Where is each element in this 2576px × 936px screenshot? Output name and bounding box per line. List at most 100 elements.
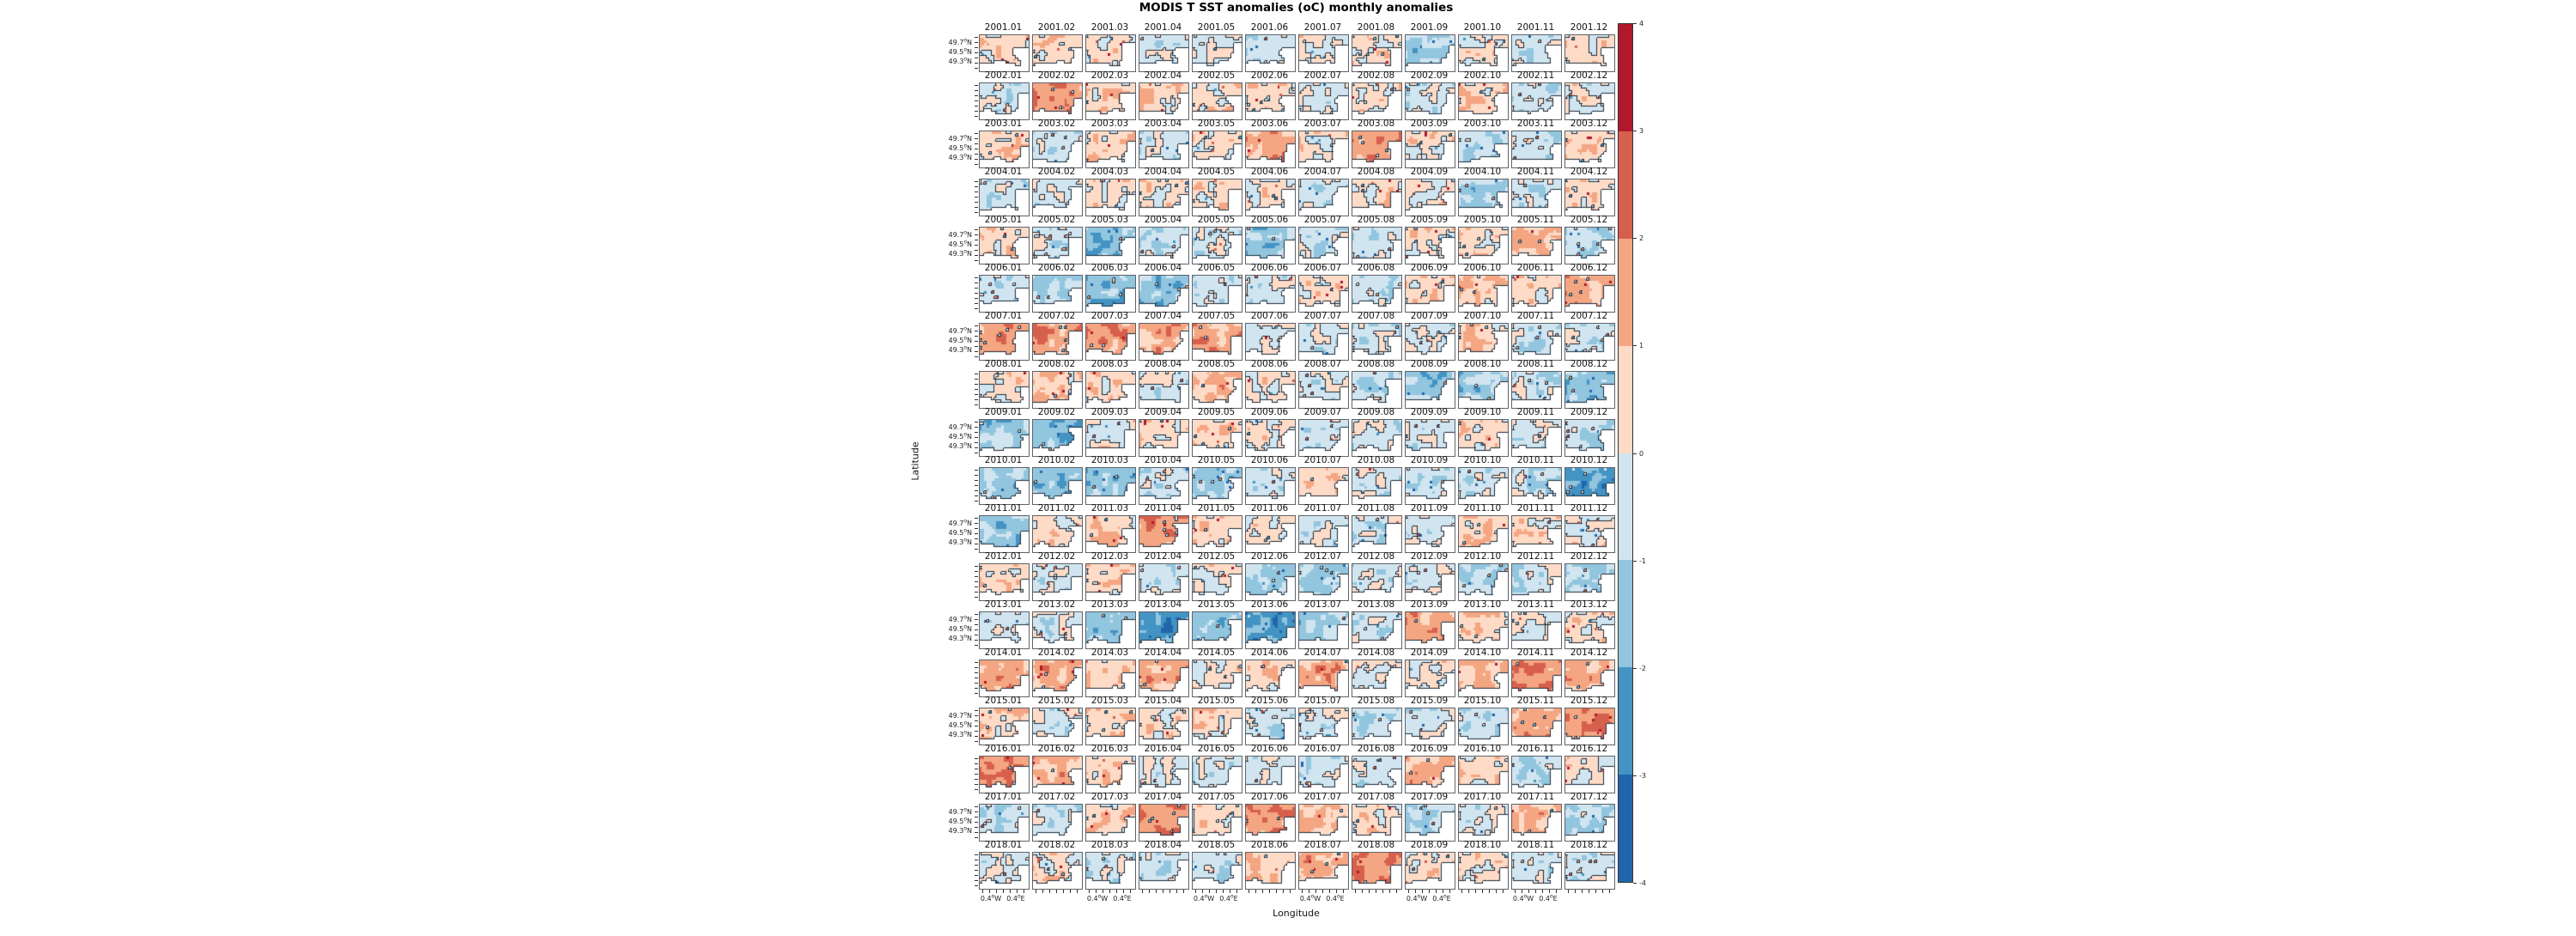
x-tick-mark (1436, 890, 1437, 893)
sst-anomaly-map (980, 228, 1029, 264)
sst-anomaly-map (1246, 324, 1295, 360)
y-tick-mark (975, 672, 978, 673)
map-panel (1032, 82, 1083, 120)
panel-title: 2004.04 (1144, 167, 1182, 177)
map-panel (1032, 852, 1083, 890)
panel-title: 2001.09 (1410, 22, 1449, 33)
map-panel (1085, 323, 1136, 361)
sst-anomaly-map (1033, 757, 1082, 793)
sst-anomaly-map (1246, 131, 1295, 167)
map-panel (979, 131, 1030, 168)
sst-anomaly-map (1565, 35, 1614, 71)
panel-title: 2014.10 (1463, 647, 1502, 658)
panel-title: 2015.05 (1197, 696, 1236, 706)
sst-anomaly-map (1352, 35, 1401, 71)
map-panel (1405, 371, 1455, 409)
map-panel (1352, 179, 1402, 216)
map-panel (1192, 467, 1242, 505)
sst-anomaly-map (1352, 853, 1401, 889)
panel-title: 2009.01 (984, 407, 1023, 417)
x-tick-mark (1489, 890, 1490, 893)
x-tick-label: 0.4oW (1512, 893, 1534, 903)
y-tick-mark (975, 662, 978, 663)
map-panel (1405, 659, 1455, 697)
map-panel (1405, 852, 1455, 890)
sst-anomaly-map (1299, 468, 1348, 504)
map-panel (1352, 852, 1402, 890)
y-tick-mark (975, 154, 978, 155)
panel-title: 2009.12 (1570, 407, 1608, 417)
sst-anomaly-map (1086, 612, 1135, 648)
panel-title: 2006.04 (1144, 263, 1182, 273)
panel-title: 2008.09 (1410, 359, 1449, 369)
sst-anomaly-map (1352, 468, 1401, 504)
panel-title: 2014.12 (1570, 647, 1608, 658)
y-tick-mark (975, 116, 978, 117)
panel-title: 2001.06 (1250, 22, 1289, 33)
panel-title: 2007.08 (1357, 311, 1395, 321)
panel-title: 2016.12 (1570, 744, 1608, 754)
sst-anomaly-map (1086, 805, 1135, 841)
x-tick-mark (1528, 890, 1529, 893)
panel-title: 2009.10 (1463, 407, 1502, 417)
map-panel (1245, 756, 1296, 793)
map-panel (1139, 34, 1189, 72)
map-panel (1298, 852, 1349, 890)
panel-title: 2002.06 (1250, 70, 1289, 81)
y-tick-mark (975, 207, 978, 208)
y-tick-label: 49.5oN (948, 720, 972, 729)
map-panel (1564, 515, 1615, 553)
map-panel (1139, 659, 1189, 697)
y-tick-mark (975, 260, 978, 261)
panel-title: 2006.11 (1516, 263, 1555, 273)
map-panel (1192, 131, 1242, 168)
map-panel (1298, 227, 1349, 264)
sst-anomaly-map (1246, 372, 1295, 408)
panel-title: 2004.09 (1410, 167, 1449, 177)
sst-anomaly-map (1299, 516, 1348, 552)
panel-title: 2008.12 (1570, 359, 1608, 369)
sst-anomaly-map (1406, 228, 1455, 264)
panel-title: 2018.10 (1463, 840, 1502, 850)
sst-anomaly-map (1459, 660, 1508, 696)
sst-anomaly-map (1246, 805, 1295, 841)
sst-anomaly-map (1033, 372, 1082, 408)
map-panel (1458, 804, 1509, 842)
colorbar-segment (1619, 24, 1632, 131)
map-panel (1458, 708, 1509, 745)
map-panel (1352, 611, 1402, 649)
map-panel (1298, 804, 1349, 842)
map-panel (1564, 82, 1615, 120)
y-tick-label: 49.5oN (948, 527, 972, 537)
panel-title: 2013.02 (1037, 599, 1076, 610)
sst-anomaly-map (1193, 805, 1242, 841)
sst-anomaly-map (1086, 757, 1135, 793)
map-panel (1564, 563, 1615, 601)
sst-anomaly-map (1033, 228, 1082, 264)
sst-anomaly-map (1512, 420, 1561, 456)
map-panel (1511, 34, 1562, 72)
sst-anomaly-map (1086, 853, 1135, 889)
map-panel (1085, 515, 1136, 553)
panel-title: 2016.10 (1463, 744, 1502, 754)
y-tick-mark (975, 806, 978, 807)
sst-anomaly-map (1352, 660, 1401, 696)
panel-title: 2004.08 (1357, 167, 1395, 177)
x-tick-mark (1568, 890, 1569, 893)
panel-title: 2009.11 (1516, 407, 1555, 417)
map-panel (1352, 756, 1402, 793)
panel-title: 2006.08 (1357, 263, 1395, 273)
map-panel (1032, 371, 1083, 409)
y-tick-mark (975, 138, 978, 139)
panel-title: 2001.02 (1037, 22, 1076, 33)
y-tick-mark (975, 234, 978, 235)
y-tick-mark (975, 63, 978, 64)
x-tick-mark (1183, 890, 1184, 893)
panel-title: 2011.02 (1037, 503, 1076, 514)
colorbar-tick-mark (1633, 775, 1637, 776)
x-tick-label: 0.4oW (980, 893, 1002, 903)
panel-title: 2014.04 (1144, 647, 1182, 658)
colorbar-segment (1619, 560, 1632, 668)
panel-title: 2014.06 (1250, 647, 1289, 658)
